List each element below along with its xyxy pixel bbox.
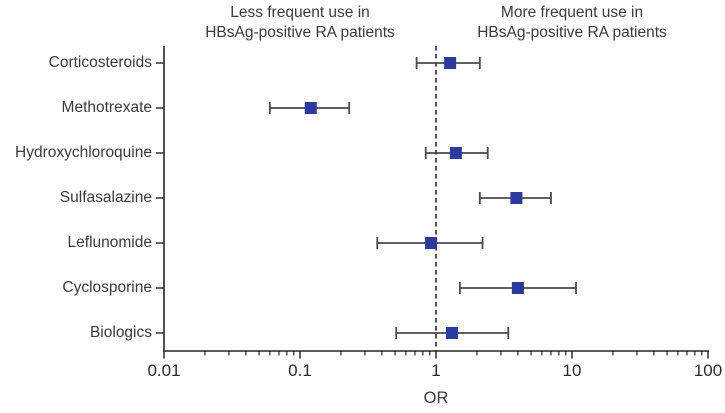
category-label: Leflunomide (67, 234, 152, 251)
forest-row (415, 57, 481, 69)
or-marker (445, 327, 458, 339)
category-label: Cyclosporine (62, 279, 152, 296)
forest-row (376, 237, 484, 249)
or-marker (449, 147, 462, 159)
or-marker (511, 282, 524, 294)
x-axis-tick-label: 100 (693, 361, 723, 380)
forest-row (478, 192, 552, 204)
x-axis-tick-label: 10 (562, 361, 582, 380)
forest-row (395, 327, 510, 339)
category-label: Methotrexate (61, 99, 152, 116)
or-marker (425, 237, 438, 249)
forest-row (459, 282, 577, 294)
x-axis-tick-label: 0.1 (288, 361, 312, 380)
x-axis-title: OR (423, 389, 449, 407)
or-marker (444, 57, 457, 69)
category-label: Corticosteroids (48, 54, 152, 71)
category-label: Sulfasalazine (59, 189, 152, 206)
x-axis-tick-label: 1 (431, 361, 441, 380)
category-label: Biologics (89, 324, 152, 341)
or-marker (510, 192, 523, 204)
x-axis-tick-label: 0.01 (147, 361, 181, 380)
right-column-header: More frequent use in HBsAg-positive RA p… (477, 4, 667, 41)
forest-row (268, 102, 351, 114)
left-column-header: Less frequent use in HBsAg-positive RA p… (205, 4, 395, 41)
forest-row (424, 147, 489, 159)
or-marker (304, 102, 317, 114)
category-label: Hydroxychloroquine (15, 144, 152, 161)
